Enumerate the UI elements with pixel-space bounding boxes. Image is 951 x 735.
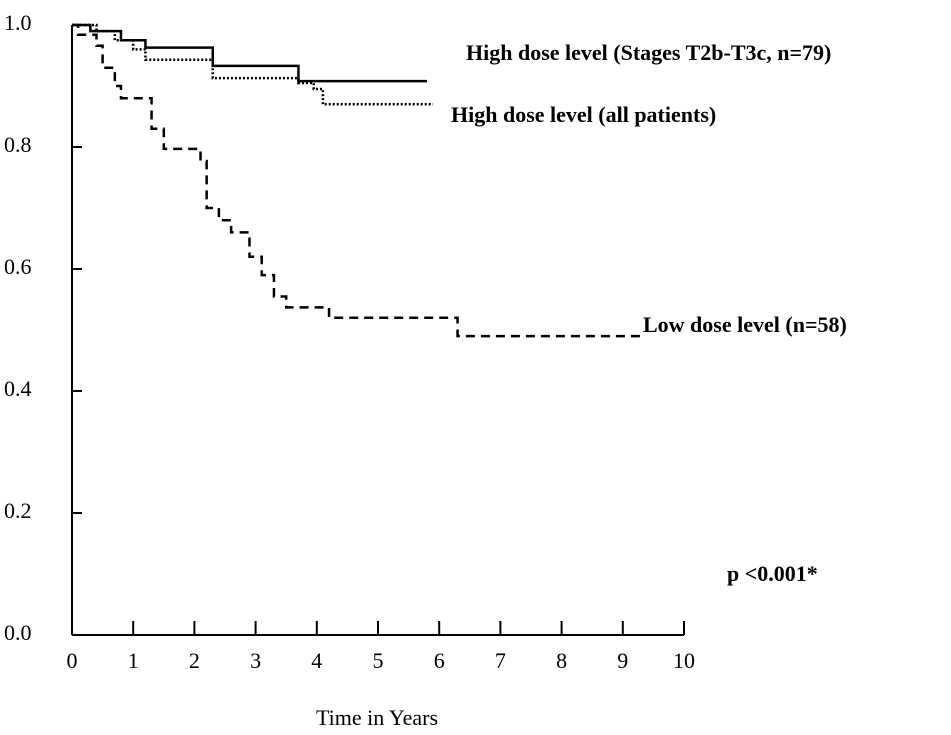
y-tick-label: 0.6 bbox=[4, 254, 32, 279]
y-tick-label: 0.2 bbox=[4, 498, 32, 523]
x-tick-label: 4 bbox=[311, 648, 322, 673]
x-tick-label: 3 bbox=[250, 648, 261, 673]
x-tick-label: 5 bbox=[373, 648, 384, 673]
x-tick-label: 9 bbox=[617, 648, 628, 673]
p-value-annotation: p <0.001* bbox=[727, 561, 818, 586]
x-tick-label: 8 bbox=[556, 648, 567, 673]
x-tick-label: 6 bbox=[434, 648, 445, 673]
series-label: High dose level (all patients) bbox=[451, 102, 716, 127]
x-tick-label: 2 bbox=[189, 648, 200, 673]
survival-curve bbox=[72, 23, 642, 338]
y-tick-label: 0.0 bbox=[4, 620, 32, 645]
x-tick-label: 10 bbox=[673, 648, 695, 673]
series-label: Low dose level (n=58) bbox=[643, 312, 847, 337]
x-tick-label: 1 bbox=[128, 648, 139, 673]
survival-curve bbox=[72, 23, 434, 106]
survival-curve bbox=[72, 23, 427, 83]
series-label: High dose level (Stages T2b-T3c, n=79) bbox=[466, 40, 831, 65]
y-tick-label: 0.4 bbox=[4, 376, 32, 401]
y-tick-label: 1.0 bbox=[4, 10, 32, 35]
x-axis-label: Time in Years bbox=[316, 705, 438, 730]
x-tick-label: 0 bbox=[67, 648, 78, 673]
y-tick-label: 0.8 bbox=[4, 132, 32, 157]
x-tick-label: 7 bbox=[495, 648, 506, 673]
